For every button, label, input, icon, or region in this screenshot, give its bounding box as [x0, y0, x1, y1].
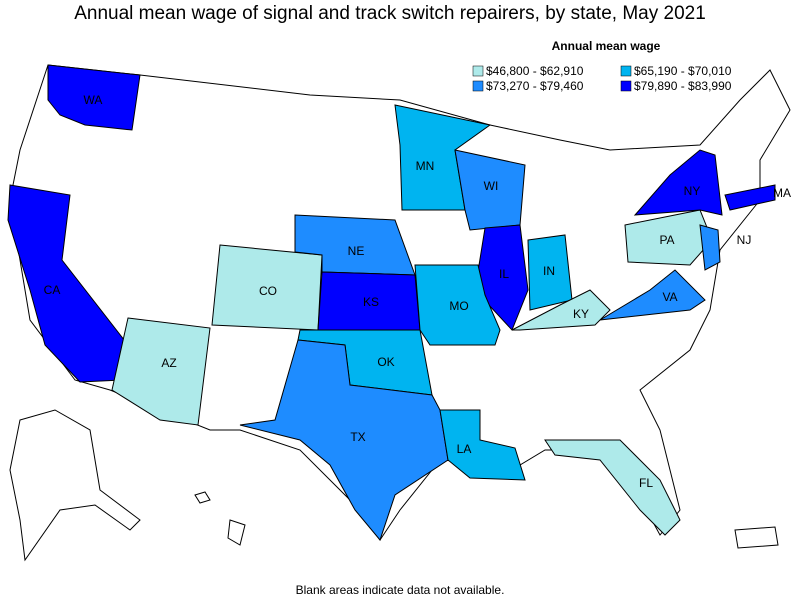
- puerto-rico: [734, 526, 779, 549]
- legend-swatch: [472, 80, 484, 92]
- state-label: NJ: [737, 233, 752, 247]
- alaska: [9, 409, 141, 562]
- state: [624, 209, 713, 266]
- state-labels: WA CA AZ CO NE KS OK TX MN WI IL IN MO L…: [44, 93, 791, 490]
- state-label: CA: [44, 283, 61, 297]
- state-label: LA: [457, 442, 472, 456]
- hawaii: [194, 491, 211, 504]
- legend-label: $73,270 - $79,460: [486, 79, 584, 93]
- map-title: Annual mean wage of signal and track swi…: [74, 3, 706, 24]
- state-label: IN: [543, 264, 555, 278]
- states: [7, 64, 776, 542]
- state: [633, 149, 723, 216]
- state-label: KS: [363, 295, 379, 309]
- state-label: IL: [499, 267, 509, 281]
- hawaii: [227, 519, 246, 546]
- legend-title: Annual mean wage: [552, 39, 661, 53]
- state-label: WI: [484, 179, 499, 193]
- legend-swatch: [472, 65, 484, 77]
- state-label: VA: [662, 290, 677, 304]
- state-label: TX: [350, 430, 365, 444]
- legend-label: $79,890 - $83,990: [634, 79, 732, 93]
- footnote: Blank areas indicate data not available.: [296, 583, 505, 597]
- legend-label: $65,190 - $70,010: [634, 64, 732, 78]
- state-label: MA: [773, 186, 791, 200]
- state-label: PA: [659, 233, 674, 247]
- legend: $46,800 - $62,910 $65,190 - $70,010 $73,27…: [472, 64, 732, 93]
- state: [239, 339, 449, 542]
- state: [7, 184, 129, 383]
- state-label: NY: [684, 184, 701, 198]
- legend-swatch: [620, 65, 632, 77]
- state: [47, 64, 141, 131]
- state-label: FL: [639, 476, 653, 490]
- state-label: CO: [259, 284, 277, 298]
- state: [111, 317, 211, 426]
- state-label: NE: [348, 244, 365, 258]
- state: [511, 289, 611, 331]
- state-label: MN: [416, 159, 435, 173]
- state: [414, 264, 501, 346]
- state-label: AZ: [161, 356, 176, 370]
- legend-label: $46,800 - $62,910: [486, 64, 584, 78]
- state-label: MO: [449, 299, 468, 313]
- state-label: WA: [84, 93, 103, 107]
- legend-swatch: [620, 80, 632, 92]
- state: [439, 409, 526, 481]
- state: [724, 184, 776, 211]
- state: [544, 439, 681, 536]
- state-label: KY: [573, 307, 589, 321]
- state-label: OK: [377, 355, 394, 369]
- state: [699, 224, 721, 271]
- state: [599, 269, 706, 321]
